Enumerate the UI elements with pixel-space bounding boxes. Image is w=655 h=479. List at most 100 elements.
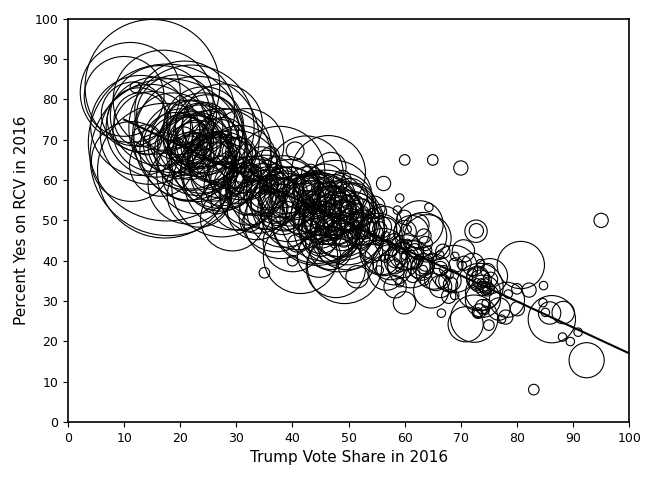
Point xyxy=(481,300,491,308)
Point xyxy=(438,248,448,255)
Point xyxy=(449,252,460,260)
Point xyxy=(316,199,326,206)
Point xyxy=(375,225,385,233)
Point xyxy=(350,204,361,211)
Point xyxy=(326,244,336,252)
Point xyxy=(356,206,367,214)
Point xyxy=(278,189,289,197)
Point xyxy=(474,283,485,291)
Point xyxy=(349,212,360,219)
Point xyxy=(357,224,367,231)
Point xyxy=(215,162,226,170)
Point xyxy=(565,338,576,345)
Point xyxy=(206,155,216,162)
Point xyxy=(475,277,485,285)
Point xyxy=(435,251,445,259)
Point xyxy=(422,235,433,242)
Point xyxy=(176,137,187,145)
Point xyxy=(485,273,495,280)
Point xyxy=(337,232,347,240)
Point xyxy=(477,289,488,297)
Point xyxy=(428,268,439,275)
Point xyxy=(323,224,333,231)
Point xyxy=(374,266,384,274)
Point xyxy=(337,224,347,232)
Point xyxy=(272,213,282,220)
Point xyxy=(529,386,539,393)
Point xyxy=(185,146,195,154)
Point xyxy=(515,261,526,269)
Point xyxy=(444,271,455,279)
Point xyxy=(449,292,460,299)
Point xyxy=(213,144,223,151)
Point xyxy=(324,232,334,240)
Point xyxy=(172,111,182,119)
Point xyxy=(473,309,483,317)
Point xyxy=(436,309,447,317)
Point xyxy=(242,142,252,149)
Point xyxy=(418,261,428,269)
Point xyxy=(282,199,292,206)
Point xyxy=(244,168,255,176)
Point xyxy=(305,179,315,187)
Point xyxy=(331,231,341,239)
Point xyxy=(538,282,549,289)
Point xyxy=(328,199,338,206)
Point xyxy=(373,233,384,241)
Point xyxy=(195,133,205,141)
Point xyxy=(256,175,267,182)
Point xyxy=(191,135,202,143)
Point xyxy=(381,243,392,251)
Point xyxy=(478,285,489,293)
Point xyxy=(339,199,349,207)
Point xyxy=(299,205,310,212)
Point xyxy=(396,256,407,264)
Point xyxy=(227,215,238,223)
Point xyxy=(208,165,218,173)
Point xyxy=(359,207,369,215)
Point xyxy=(147,83,158,91)
Point xyxy=(185,147,195,155)
Point xyxy=(261,188,272,196)
Point xyxy=(414,220,424,228)
Point xyxy=(354,234,364,241)
Point xyxy=(181,137,192,144)
Point xyxy=(232,148,242,156)
Point xyxy=(336,205,346,212)
Point xyxy=(326,229,336,237)
Point xyxy=(399,214,409,221)
Point xyxy=(379,180,389,187)
Point xyxy=(427,253,438,261)
Point xyxy=(379,248,389,256)
Point xyxy=(277,209,288,217)
Point xyxy=(342,229,352,237)
Point xyxy=(374,208,384,216)
Point xyxy=(457,262,468,269)
Point xyxy=(419,232,429,240)
Point xyxy=(179,124,190,132)
Point xyxy=(329,192,339,199)
Point xyxy=(288,238,298,246)
Point xyxy=(547,315,557,323)
Point xyxy=(500,313,511,321)
Point xyxy=(277,178,288,186)
Point xyxy=(206,153,217,160)
Point xyxy=(329,212,339,219)
Point xyxy=(136,116,146,124)
Point xyxy=(229,176,240,184)
Point xyxy=(389,237,400,245)
Point xyxy=(130,83,141,91)
Point xyxy=(195,141,205,149)
Point xyxy=(439,266,449,274)
Point xyxy=(380,254,390,262)
Point xyxy=(141,136,152,144)
Point xyxy=(460,320,471,328)
Point xyxy=(125,89,136,96)
Point xyxy=(298,182,309,190)
Point xyxy=(417,265,427,273)
Point xyxy=(192,152,202,160)
Point xyxy=(339,227,349,235)
Point xyxy=(303,184,314,192)
Point xyxy=(483,267,493,274)
Point xyxy=(352,216,363,224)
